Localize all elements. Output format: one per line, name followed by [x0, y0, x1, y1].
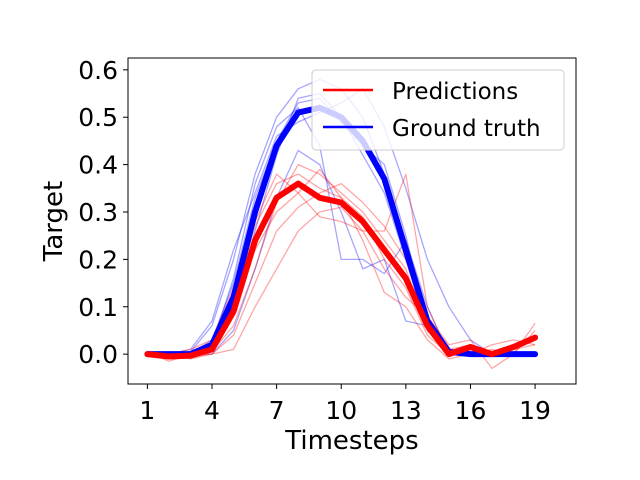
legend-box [311, 69, 565, 151]
legend-predictions-label: Predictions [392, 79, 518, 105]
x-axis-label: Timesteps [284, 426, 418, 456]
axes-frame [127, 57, 577, 385]
x-tick-label: 4 [204, 396, 220, 425]
plot-area [144, 78, 539, 370]
y-tick-label: 0.3 [78, 198, 118, 227]
predictions-mean-line [144, 180, 539, 360]
y-axis: 0.0 0.1 0.2 0.3 0.4 0.5 0.6 [78, 56, 128, 369]
legend-ground-truth-label: Ground truth [392, 116, 541, 142]
x-tick-label: 16 [455, 396, 487, 425]
x-tick-label: 10 [325, 396, 357, 425]
x-axis: 1 4 7 10 13 16 19 [139, 384, 551, 425]
x-tick-label: 13 [390, 396, 422, 425]
y-tick-label: 0.2 [78, 245, 118, 274]
legend: Predictions Ground truth [311, 69, 565, 151]
y-axis-label: Target [39, 181, 69, 262]
y-tick-label: 0.6 [78, 56, 118, 85]
y-tick-label: 0.4 [78, 151, 118, 180]
x-tick-label: 7 [269, 396, 285, 425]
x-tick-label: 19 [519, 396, 551, 425]
prediction-sample-line-3 [147, 206, 536, 370]
x-tick-label: 1 [139, 396, 155, 425]
y-tick-label: 0.1 [78, 293, 118, 322]
y-tick-label: 0.5 [78, 103, 118, 132]
y-tick-label: 0.0 [78, 340, 118, 369]
